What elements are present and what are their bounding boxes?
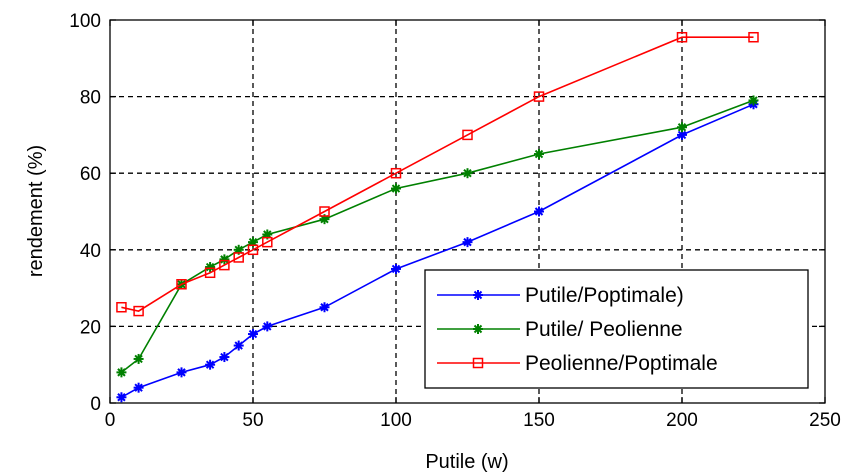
data-point xyxy=(534,206,544,217)
series-3 xyxy=(116,31,759,317)
data-point xyxy=(262,321,273,332)
data-point xyxy=(319,206,330,217)
series-1 xyxy=(116,99,759,403)
marker-stroke xyxy=(220,255,229,264)
x-tick-label: 250 xyxy=(809,410,841,431)
marker-stroke xyxy=(248,329,258,339)
data-point xyxy=(748,31,759,43)
data-point xyxy=(390,167,402,179)
marker-stroke xyxy=(205,262,215,272)
legend-label: Putile/Poptimale) xyxy=(525,284,684,307)
data-point xyxy=(133,353,144,364)
marker-stroke xyxy=(117,393,126,402)
marker-stroke xyxy=(320,214,329,224)
data-point xyxy=(462,168,473,179)
plot-area xyxy=(109,19,826,404)
marker-stroke xyxy=(205,360,215,369)
marker-stroke xyxy=(534,149,544,159)
marker-stroke xyxy=(117,368,126,377)
series-group xyxy=(116,31,759,403)
x-tick-label: 50 xyxy=(242,410,263,431)
data-point xyxy=(247,244,259,256)
marker-stroke xyxy=(473,324,483,334)
x-tick-label: 0 xyxy=(105,410,116,431)
data-point xyxy=(116,367,127,378)
marker-stroke xyxy=(391,184,401,193)
data-point xyxy=(116,392,127,403)
marker-stroke xyxy=(220,352,229,362)
data-point xyxy=(262,236,273,248)
data-point xyxy=(677,122,687,133)
x-tick-label: 200 xyxy=(666,410,698,431)
marker-stroke xyxy=(677,123,687,132)
marker-stroke xyxy=(677,130,687,140)
x-tick-label: 150 xyxy=(523,410,555,431)
x-tick-label: 100 xyxy=(380,410,412,431)
y-tick-label: 60 xyxy=(80,164,101,185)
data-point xyxy=(533,91,545,102)
marker-stroke xyxy=(749,96,758,105)
data-point xyxy=(219,259,230,271)
y-tick-label: 20 xyxy=(80,317,101,338)
y-tick-label: 0 xyxy=(90,394,101,415)
data-point xyxy=(391,183,401,194)
x-axis-label: Putile (w) xyxy=(425,451,508,473)
data-point xyxy=(219,254,230,265)
legend-label: Putile/ Peolienne xyxy=(525,318,683,341)
marker-stroke xyxy=(473,290,483,300)
legend-item-1: Putile/Poptimale) xyxy=(437,284,684,307)
data-point xyxy=(133,305,144,317)
legend-item-3: Peolienne/Poptimale xyxy=(437,352,718,375)
data-point xyxy=(248,329,258,340)
y-tick-label: 40 xyxy=(80,241,101,262)
marker-stroke xyxy=(263,230,272,239)
marker-stroke xyxy=(320,303,329,312)
data-point xyxy=(233,340,244,351)
data-point xyxy=(677,129,687,140)
y-tick-label: 80 xyxy=(80,88,101,109)
legend-item-2: Putile/ Peolienne xyxy=(437,318,683,341)
series-line xyxy=(121,103,754,398)
legend-marker xyxy=(473,324,483,334)
data-point xyxy=(462,237,473,248)
data-point xyxy=(676,31,688,43)
marker-stroke xyxy=(134,354,143,364)
marker-stroke xyxy=(134,383,143,392)
data-point xyxy=(116,302,127,313)
y-axis-label: rendement (%) xyxy=(25,145,47,277)
legend-marker xyxy=(472,357,484,369)
marker-stroke xyxy=(234,341,243,350)
marker-stroke xyxy=(248,237,258,247)
marker-stroke xyxy=(534,207,544,216)
marker-stroke xyxy=(463,237,472,247)
data-point xyxy=(534,149,544,160)
data-point xyxy=(176,279,187,290)
marker-stroke xyxy=(234,245,243,255)
marker-stroke xyxy=(391,264,401,274)
marker-stroke xyxy=(263,322,272,331)
data-point xyxy=(204,267,216,279)
data-point xyxy=(391,263,401,274)
y-tick-label: 100 xyxy=(69,11,101,32)
data-point xyxy=(319,302,330,313)
data-point xyxy=(748,95,759,106)
marker-stroke xyxy=(177,368,186,377)
legend: Putile/Poptimale) Putile/ Peolienne Peolie… xyxy=(424,269,809,389)
data-point xyxy=(133,382,144,393)
marker-stroke xyxy=(463,168,472,178)
data-point xyxy=(205,359,216,370)
legend-marker xyxy=(473,290,483,300)
legend-label: Peolienne/Poptimale xyxy=(525,352,718,375)
data-point xyxy=(176,367,187,378)
axis-ticks: 0 50 100 150 200 250 0 20 40 60 80 100 xyxy=(69,11,841,431)
data-point xyxy=(233,252,244,263)
data-point xyxy=(219,352,230,363)
data-point xyxy=(205,262,216,273)
data-point xyxy=(462,129,473,141)
